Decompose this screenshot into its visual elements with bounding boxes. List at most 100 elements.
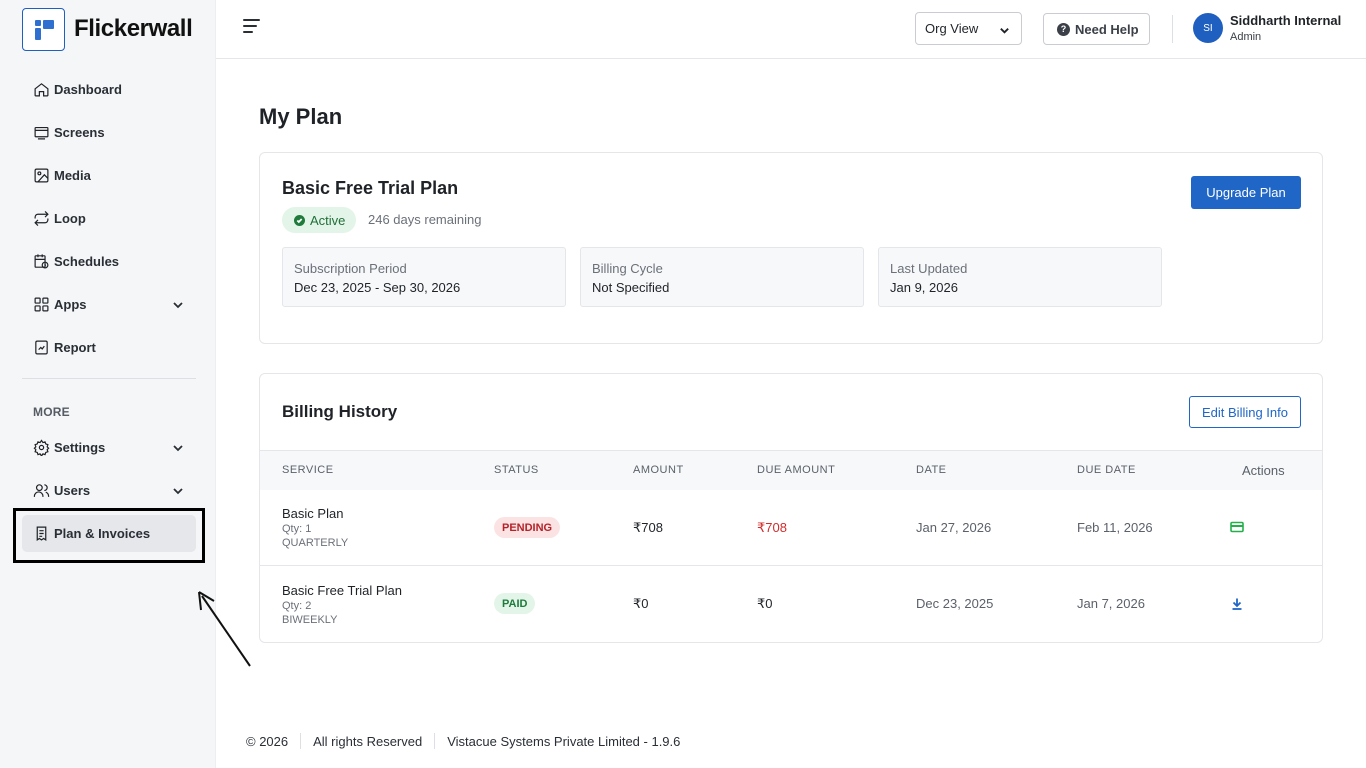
sidebar-item-plan-invoices[interactable]: Plan & Invoices [22,515,196,552]
upgrade-plan-button[interactable]: Upgrade Plan [1191,176,1301,209]
info-value: Not Specified [592,280,670,295]
table-header: SERVICE STATUS AMOUNT DUE AMOUNT DATE DU… [260,450,1322,490]
user-role: Admin [1230,31,1262,43]
credit-card-icon[interactable] [1230,520,1244,534]
sidebar-divider [22,378,196,379]
screen-icon [32,124,50,142]
amount-cell: ₹0 [633,596,649,611]
sidebar-item-report[interactable]: Report [22,329,196,366]
info-value: Jan 9, 2026 [890,280,958,295]
header-divider [1172,15,1173,43]
download-icon[interactable] [1230,597,1244,611]
service-cycle: BIWEEKLY [282,614,338,626]
footer-divider [300,733,302,749]
status-badge: PAID [494,593,536,614]
sidebar-item-dashboard[interactable]: Dashboard [22,71,196,108]
check-circle-icon [294,214,305,226]
chevron-down-icon[interactable] [172,484,184,496]
footer-divider [434,733,436,749]
org-view-select[interactable]: Org View [915,12,1022,45]
edit-billing-info-button[interactable]: Edit Billing Info [1189,396,1301,428]
chevron-down-icon[interactable] [172,441,184,453]
column-header-due-date: DUE DATE [1077,464,1136,476]
sidebar-item-settings[interactable]: Settings [22,429,196,466]
sidebar-item-users[interactable]: Users [22,472,196,509]
annotation-highlight-box [13,508,205,563]
footer: © 2026 All rights Reserved Vistacue Syst… [246,733,680,749]
sidebar-item-label: Loop [54,211,86,226]
billing-history-card: Billing History Edit Billing Info SERVIC… [259,373,1323,643]
sidebar-item-label: Screens [54,125,105,140]
date-cell: Dec 23, 2025 [916,596,994,611]
avatar[interactable]: SI [1193,13,1223,43]
billing-history-title: Billing History [282,402,398,421]
sidebar-item-schedules[interactable]: Schedules [22,243,196,280]
due-amount-cell: ₹0 [757,596,773,611]
info-box-billing-cycle: Billing Cycle Not Specified [580,247,864,307]
sidebar-item-label: Report [54,340,96,355]
chevron-down-icon[interactable] [172,298,184,310]
sidebar-item-media[interactable]: Media [22,157,196,194]
table-row: Basic Free Trial Plan Qty: 2 BIWEEKLY PA… [260,567,1322,642]
plan-card: Basic Free Trial Plan Active 246 days re… [259,152,1323,344]
column-header-status: STATUS [494,464,539,476]
hamburger-menu-icon[interactable] [243,19,263,39]
loop-icon [32,210,50,228]
page-title: My Plan [259,104,343,129]
annotation-arrow-icon [198,591,251,667]
service-qty: Qty: 1 [282,523,312,535]
column-header-due-amount: DUE AMOUNT [757,464,836,476]
info-label: Last Updated [890,261,968,276]
info-label: Subscription Period [294,261,407,276]
info-label: Billing Cycle [592,261,663,276]
service-name: Basic Plan [282,506,344,521]
flickerwall-logo-icon [22,7,65,51]
grid-icon [32,296,50,314]
sidebar-more-nav: Settings Users Plan & Invoices [22,429,196,558]
calendar-clock-icon [32,253,50,271]
sidebar-item-label: Media [54,168,91,183]
need-help-label: Need Help [1075,21,1139,37]
column-header-date: DATE [916,464,947,476]
org-view-value: Org View [925,21,979,36]
home-icon [32,81,50,99]
top-bar: Org View ? Need Help SI Siddharth Intern… [216,0,1366,59]
due-amount-cell: ₹708 [757,520,787,535]
need-help-button[interactable]: ? Need Help [1043,13,1150,45]
due-date-cell: Jan 7, 2026 [1077,596,1145,611]
plan-name: Basic Free Trial Plan [282,178,459,198]
service-name: Basic Free Trial Plan [282,583,402,598]
brand-name: Flickerwall [74,15,193,42]
chevron-down-icon [999,24,1010,35]
report-icon [32,339,50,357]
table-row: Basic Plan Qty: 1 QUARTERLY PENDING ₹708… [260,490,1322,566]
users-icon [32,482,50,500]
footer-company: Vistacue Systems Private Limited - 1.9.6 [447,733,681,749]
sidebar-nav: Dashboard Screens Media Loop Schedules A… [22,71,196,372]
sidebar-item-label: Apps [54,297,87,312]
brand[interactable]: Flickerwall [22,7,193,51]
amount-cell: ₹708 [633,520,663,535]
column-header-amount: AMOUNT [633,464,684,476]
gear-icon [32,439,50,457]
status-badge: PENDING [494,517,561,538]
sidebar-section-label: MORE [33,405,70,419]
sidebar-item-loop[interactable]: Loop [22,200,196,237]
info-box-subscription-period: Subscription Period Dec 23, 2025 - Sep 3… [282,247,566,307]
sidebar-item-label: Plan & Invoices [54,526,151,541]
sidebar-item-screens[interactable]: Screens [22,114,196,151]
invoice-icon [32,525,50,543]
due-date-cell: Feb 11, 2026 [1077,520,1153,535]
column-header-service: SERVICE [282,464,334,476]
column-header-actions: Actions [1242,463,1285,478]
info-value: Dec 23, 2025 - Sep 30, 2026 [294,280,461,295]
service-qty: Qty: 2 [282,600,312,612]
service-cycle: QUARTERLY [282,537,349,549]
status-label: Active [310,212,346,228]
date-cell: Jan 27, 2026 [916,520,992,535]
info-box-last-updated: Last Updated Jan 9, 2026 [878,247,1162,307]
footer-copyright: © 2026 [246,733,289,749]
sidebar-item-label: Dashboard [54,82,122,97]
user-name[interactable]: Siddharth Internal [1230,13,1342,28]
sidebar-item-apps[interactable]: Apps [22,286,196,323]
